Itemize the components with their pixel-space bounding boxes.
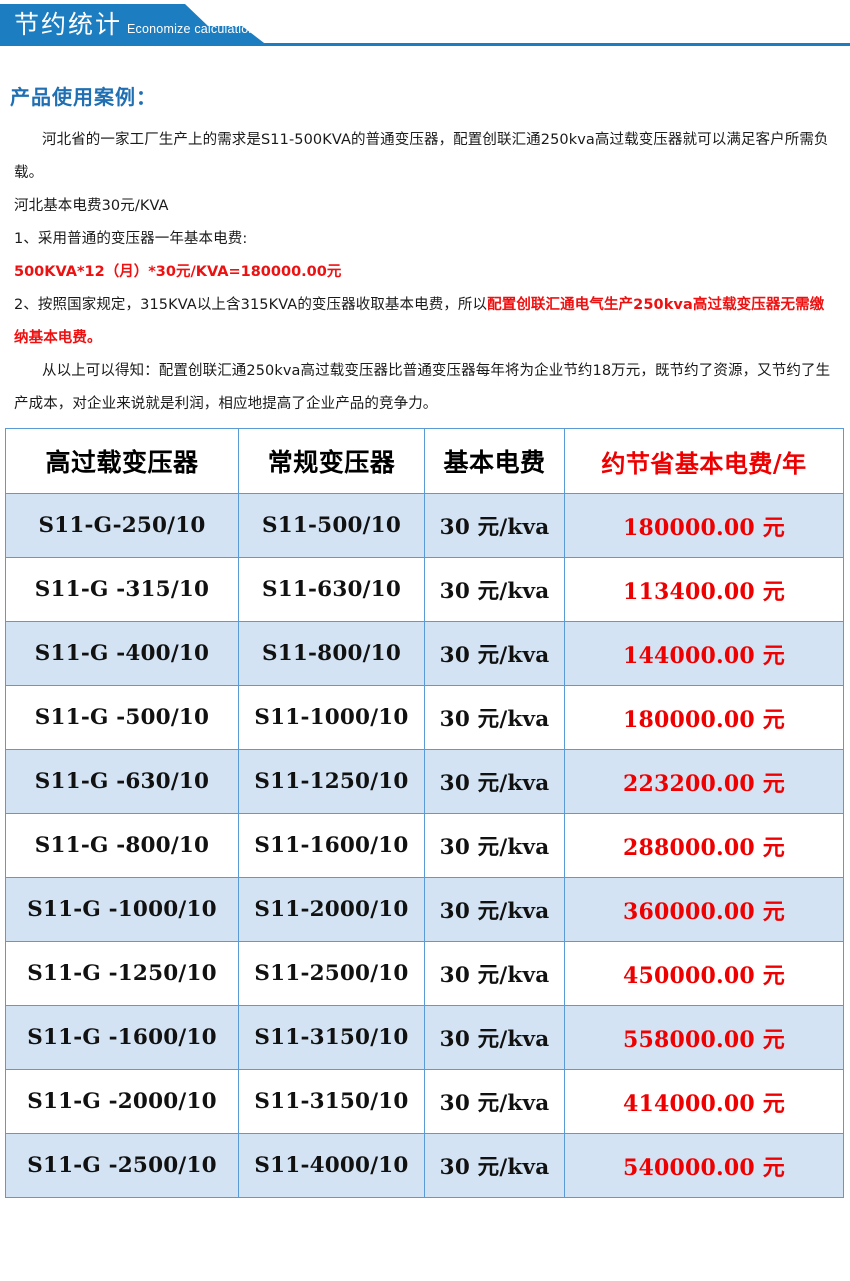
table-row: S11-G -630/10 S11-1250/10 30 元/kva 223200.0… xyxy=(5,749,844,814)
cell-annual-savings: 540000.00 元 xyxy=(564,1133,844,1198)
banner-title-cn: 节约统计 xyxy=(14,10,123,39)
banner-underline-rule xyxy=(262,43,850,46)
cell-standard: S11-630/10 xyxy=(238,557,425,622)
savings-table: 高过载变压器 常规变压器 基本电费 约节省基本电费/年 S11-G-250/10… xyxy=(5,428,844,1198)
cell-base-fee: 30 元/kva xyxy=(424,685,565,750)
cell-base-fee: 30 元/kva xyxy=(424,1005,565,1070)
cell-annual-savings: 144000.00 元 xyxy=(564,621,844,686)
cell-standard: S11-2500/10 xyxy=(238,941,425,1006)
paragraph-item-2-lead: 2、按照国家规定，315KVA以上含315KVA的变压器收取基本电费，所以 xyxy=(14,297,488,313)
cell-annual-savings: 414000.00 元 xyxy=(564,1069,844,1134)
cell-standard: S11-3150/10 xyxy=(238,1005,425,1070)
paragraph-item-1: 1、采用普通的变压器一年基本电费: xyxy=(14,231,248,247)
cell-standard: S11-1000/10 xyxy=(238,685,425,750)
page-header-banner: 节约统计 Economize calculation xyxy=(0,0,850,60)
savings-table-head: 高过载变压器 常规变压器 基本电费 约节省基本电费/年 xyxy=(5,428,844,494)
cell-base-fee: 30 元/kva xyxy=(424,877,565,942)
column-header-base-fee: 基本电费 xyxy=(424,428,565,494)
cell-standard: S11-1250/10 xyxy=(238,749,425,814)
cell-high-overload: S11-G -1000/10 xyxy=(5,877,239,942)
table-row: S11-G -500/10 S11-1000/10 30 元/kva 180000.0… xyxy=(5,685,844,750)
table-row: S11-G -1600/10 S11-3150/10 30 元/kva 558000.… xyxy=(5,1005,844,1070)
cell-base-fee: 30 元/kva xyxy=(424,1069,565,1134)
table-row: S11-G -400/10 S11-800/10 30 元/kva 144000.00… xyxy=(5,621,844,686)
paragraph-conclusion: 从以上可以得知：配置创联汇通250kva高过载变压器比普通变压器每年将为企业节约… xyxy=(14,363,831,412)
cell-base-fee: 30 元/kva xyxy=(424,749,565,814)
cell-high-overload: S11-G -800/10 xyxy=(5,813,239,878)
cell-annual-savings: 180000.00 元 xyxy=(564,493,844,558)
table-row: S11-G-250/10 S11-500/10 30 元/kva 180000.00 … xyxy=(5,493,844,558)
paragraph-base-rate: 河北基本电费30元/KVA xyxy=(14,198,169,214)
paragraph-item-2: 2、按照国家规定，315KVA以上含315KVA的变压器收取基本电费，所以配置创… xyxy=(14,289,836,355)
section-heading: 产品使用案例： xyxy=(10,85,157,109)
cell-base-fee: 30 元/kva xyxy=(424,557,565,622)
cell-standard: S11-800/10 xyxy=(238,621,425,686)
table-header-row: 高过载变压器 常规变压器 基本电费 约节省基本电费/年 xyxy=(5,428,844,494)
cell-annual-savings: 180000.00 元 xyxy=(564,685,844,750)
cell-high-overload: S11-G -400/10 xyxy=(5,621,239,686)
cell-standard: S11-500/10 xyxy=(238,493,425,558)
paragraph-formula-highlight: 500KVA*12（月）*30元/KVA=180000.00元 xyxy=(14,264,342,280)
banner-title-en: Economize calculation xyxy=(127,22,256,36)
cell-high-overload: S11-G -1600/10 xyxy=(5,1005,239,1070)
cell-annual-savings: 450000.00 元 xyxy=(564,941,844,1006)
column-header-annual-savings: 约节省基本电费/年 xyxy=(564,428,844,494)
cell-standard: S11-1600/10 xyxy=(238,813,425,878)
cell-base-fee: 30 元/kva xyxy=(424,621,565,686)
cell-high-overload: S11-G -500/10 xyxy=(5,685,239,750)
cell-high-overload: S11-G-250/10 xyxy=(5,493,239,558)
cell-annual-savings: 223200.00 元 xyxy=(564,749,844,814)
cell-high-overload: S11-G -1250/10 xyxy=(5,941,239,1006)
table-row: S11-G -1000/10 S11-2000/10 30 元/kva 360000.… xyxy=(5,877,844,942)
cell-high-overload: S11-G -2500/10 xyxy=(5,1133,239,1198)
table-row: S11-G -800/10 S11-1600/10 30 元/kva 288000.0… xyxy=(5,813,844,878)
cell-base-fee: 30 元/kva xyxy=(424,813,565,878)
cell-base-fee: 30 元/kva xyxy=(424,493,565,558)
table-row: S11-G -2000/10 S11-3150/10 30 元/kva 414000.… xyxy=(5,1069,844,1134)
cell-standard: S11-4000/10 xyxy=(238,1133,425,1198)
cell-standard: S11-3150/10 xyxy=(238,1069,425,1134)
table-row: S11-G -2500/10 S11-4000/10 30 元/kva 540000.… xyxy=(5,1133,844,1198)
table-row: S11-G -1250/10 S11-2500/10 30 元/kva 450000.… xyxy=(5,941,844,1006)
cell-base-fee: 30 元/kva xyxy=(424,1133,565,1198)
cell-standard: S11-2000/10 xyxy=(238,877,425,942)
cell-high-overload: S11-G -315/10 xyxy=(5,557,239,622)
cell-annual-savings: 558000.00 元 xyxy=(564,1005,844,1070)
cell-base-fee: 30 元/kva xyxy=(424,941,565,1006)
cell-annual-savings: 288000.00 元 xyxy=(564,813,844,878)
cell-high-overload: S11-G -630/10 xyxy=(5,749,239,814)
savings-table-body: S11-G-250/10 S11-500/10 30 元/kva 180000.00 … xyxy=(5,493,844,1198)
cell-annual-savings: 113400.00 元 xyxy=(564,557,844,622)
savings-table-wrapper: 高过载变压器 常规变压器 基本电费 约节省基本电费/年 S11-G-250/10… xyxy=(5,428,844,1198)
article-content: 产品使用案例： 河北省的一家工厂生产上的需求是S11-500KVA的普通变压器，… xyxy=(0,60,850,421)
banner-text-group: 节约统计 Economize calculation xyxy=(14,4,256,46)
paragraph-item-2-highlight: 配置创联汇通电气生产250kva高过载变压器无需缴纳基本电费。 xyxy=(14,297,825,346)
paragraph-case-intro: 河北省的一家工厂生产上的需求是S11-500KVA的普通变压器，配置创联汇通25… xyxy=(14,132,829,181)
cell-high-overload: S11-G -2000/10 xyxy=(5,1069,239,1134)
column-header-high-overload: 高过载变压器 xyxy=(5,428,239,494)
column-header-standard: 常规变压器 xyxy=(238,428,425,494)
cell-annual-savings: 360000.00 元 xyxy=(564,877,844,942)
table-row: S11-G -315/10 S11-630/10 30 元/kva 113400.00… xyxy=(5,557,844,622)
